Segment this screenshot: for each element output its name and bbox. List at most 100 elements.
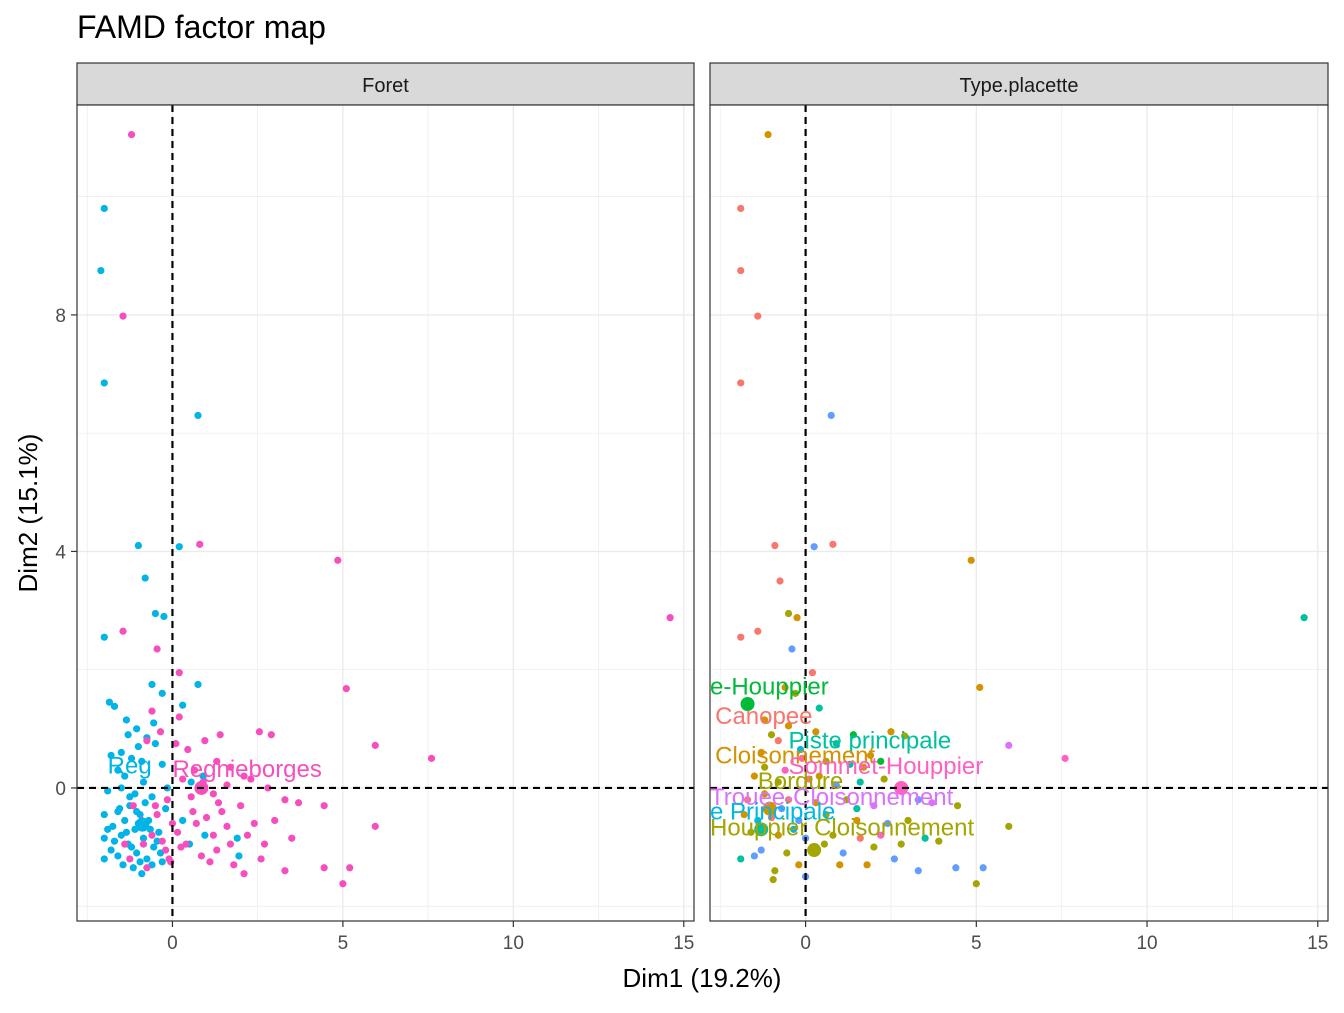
data-point bbox=[233, 834, 241, 842]
data-point bbox=[201, 831, 209, 839]
data-point bbox=[235, 852, 243, 860]
data-point bbox=[754, 816, 762, 825]
data-point bbox=[737, 379, 745, 387]
strip-background bbox=[709, 62, 1329, 106]
x-tick-label: 10 bbox=[1136, 933, 1157, 954]
data-point bbox=[1005, 822, 1013, 830]
data-point bbox=[100, 204, 108, 213]
data-point bbox=[110, 837, 119, 845]
data-point bbox=[666, 614, 674, 622]
data-point bbox=[320, 864, 328, 872]
data-point bbox=[122, 828, 131, 836]
data-point bbox=[264, 784, 272, 792]
data-point bbox=[114, 852, 122, 860]
data-point bbox=[139, 834, 148, 842]
data-point bbox=[812, 799, 820, 807]
data-point bbox=[179, 701, 187, 709]
data-point bbox=[294, 799, 303, 807]
category-label: Houppier Cloisonnement bbox=[710, 815, 974, 842]
data-point bbox=[827, 411, 835, 420]
data-point bbox=[196, 540, 204, 548]
panel-background bbox=[710, 105, 1328, 921]
data-point bbox=[158, 689, 166, 697]
data-point bbox=[767, 813, 776, 822]
data-point bbox=[953, 802, 962, 810]
data-point bbox=[226, 763, 234, 771]
data-point bbox=[129, 864, 137, 872]
chart-title: FAMD factor map bbox=[77, 9, 326, 45]
data-point bbox=[139, 778, 148, 786]
data-point bbox=[216, 731, 224, 739]
x-tick-label: 5 bbox=[338, 933, 349, 954]
data-point bbox=[778, 805, 786, 813]
data-point bbox=[214, 799, 223, 807]
data-point bbox=[342, 685, 350, 693]
data-point bbox=[107, 846, 115, 854]
data-point bbox=[783, 849, 791, 857]
data-point bbox=[771, 541, 779, 550]
data-point bbox=[189, 808, 197, 816]
data-point bbox=[757, 846, 765, 854]
data-point bbox=[810, 543, 818, 551]
data-point bbox=[213, 846, 221, 854]
data-point bbox=[121, 772, 129, 780]
x-tick-label: 10 bbox=[503, 933, 524, 954]
data-point bbox=[750, 772, 758, 780]
category-labels: Reg Regnieborges bbox=[108, 752, 322, 783]
data-point bbox=[1300, 614, 1308, 622]
data-points bbox=[737, 130, 1308, 888]
category-label: Bordure bbox=[758, 768, 843, 795]
data-point bbox=[967, 556, 975, 564]
data-point bbox=[887, 728, 895, 736]
data-point bbox=[153, 810, 161, 819]
data-point bbox=[100, 834, 108, 842]
data-point bbox=[757, 748, 765, 757]
data-point bbox=[158, 760, 166, 768]
data-point bbox=[240, 870, 248, 878]
data-point bbox=[209, 831, 217, 839]
y-tick-label: 8 bbox=[55, 306, 66, 327]
data-point bbox=[1005, 741, 1013, 749]
data-point bbox=[213, 757, 221, 765]
data-point bbox=[901, 732, 909, 740]
reference-lines bbox=[710, 105, 1328, 921]
data-point bbox=[427, 754, 436, 762]
data-point bbox=[134, 541, 142, 550]
panel-background bbox=[77, 105, 694, 921]
category-label: Piste principale bbox=[789, 728, 952, 755]
data-point bbox=[842, 796, 851, 804]
data-point bbox=[104, 787, 112, 795]
data-point bbox=[897, 840, 905, 848]
data-point bbox=[223, 781, 231, 789]
data-point bbox=[209, 790, 217, 798]
data-point bbox=[206, 858, 214, 866]
category-label: e Principale bbox=[710, 799, 835, 826]
data-point bbox=[798, 754, 806, 762]
data-point bbox=[371, 822, 379, 830]
category-label: Regnieborges bbox=[172, 756, 321, 783]
data-point bbox=[281, 867, 289, 875]
data-point bbox=[184, 745, 192, 754]
data-point bbox=[832, 740, 840, 748]
data-point bbox=[136, 858, 144, 866]
x-tick-label: 15 bbox=[1307, 933, 1328, 954]
data-point bbox=[126, 793, 134, 801]
data-point bbox=[883, 819, 892, 828]
data-point bbox=[346, 864, 354, 872]
data-point bbox=[793, 614, 801, 622]
data-point bbox=[914, 867, 922, 875]
data-point bbox=[288, 834, 296, 842]
data-point bbox=[158, 837, 166, 845]
data-point bbox=[105, 698, 113, 706]
data-point bbox=[935, 837, 943, 845]
data-point bbox=[191, 766, 199, 774]
data-point bbox=[846, 760, 854, 768]
category-centroid bbox=[762, 801, 777, 816]
data-point bbox=[796, 745, 805, 754]
data-point bbox=[104, 825, 112, 833]
category-label: Sommet-Houppier bbox=[789, 753, 984, 780]
data-point bbox=[784, 609, 793, 618]
data-point bbox=[223, 822, 231, 830]
